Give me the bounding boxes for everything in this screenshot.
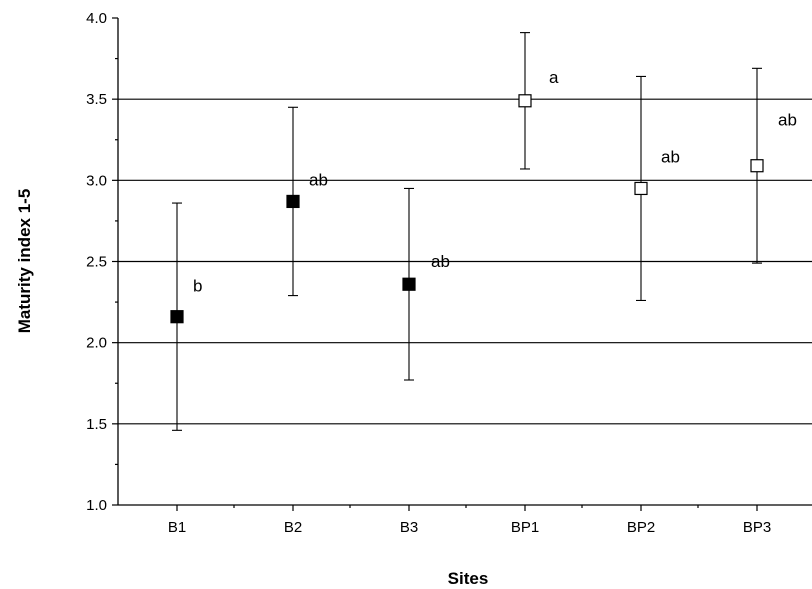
y-tick-label: 1.5 (86, 416, 107, 433)
x-tick-label: BP2 (627, 519, 655, 536)
x-tick-label: BP3 (743, 519, 771, 536)
x-tick-label: BP1 (511, 519, 539, 536)
significance-letters: b ab ab a ab ab (193, 68, 797, 296)
y-tick-label: 2.5 (86, 254, 107, 271)
data-point (170, 310, 184, 324)
x-tick-label: B1 (168, 519, 186, 536)
y-tick-label: 3.0 (86, 172, 107, 189)
data-points (170, 94, 764, 324)
x-axis-label: Sites (448, 569, 489, 588)
data-point (518, 94, 532, 108)
data-point (750, 159, 764, 173)
y-tick-label: 1.0 (86, 497, 107, 514)
y-tick-label: 3.5 (86, 91, 107, 108)
significance-letter: a (549, 68, 559, 87)
significance-letter: b (193, 277, 202, 296)
y-axis-label: Maturity index 1-5 (15, 189, 34, 334)
data-point (286, 194, 300, 209)
significance-letter: ab (661, 147, 680, 166)
y-tick-label: 4.0 (86, 10, 107, 27)
y-tick-label: 2.0 (86, 335, 107, 352)
significance-letter: ab (309, 170, 328, 189)
error-bars (172, 32, 762, 431)
y-tick-labels: 1.0 1.5 2.0 2.5 3.0 3.5 4.0 (86, 10, 107, 514)
x-tick-label: B2 (284, 519, 302, 536)
data-point (634, 181, 648, 196)
significance-letter: ab (778, 111, 797, 130)
significance-letter: ab (431, 252, 450, 271)
grid-lines (118, 98, 812, 425)
axes (112, 17, 812, 511)
x-tick-label: B3 (400, 519, 418, 536)
x-tick-labels: B1 B2 B3 BP1 BP2 BP3 (168, 519, 771, 536)
data-point (402, 277, 416, 291)
